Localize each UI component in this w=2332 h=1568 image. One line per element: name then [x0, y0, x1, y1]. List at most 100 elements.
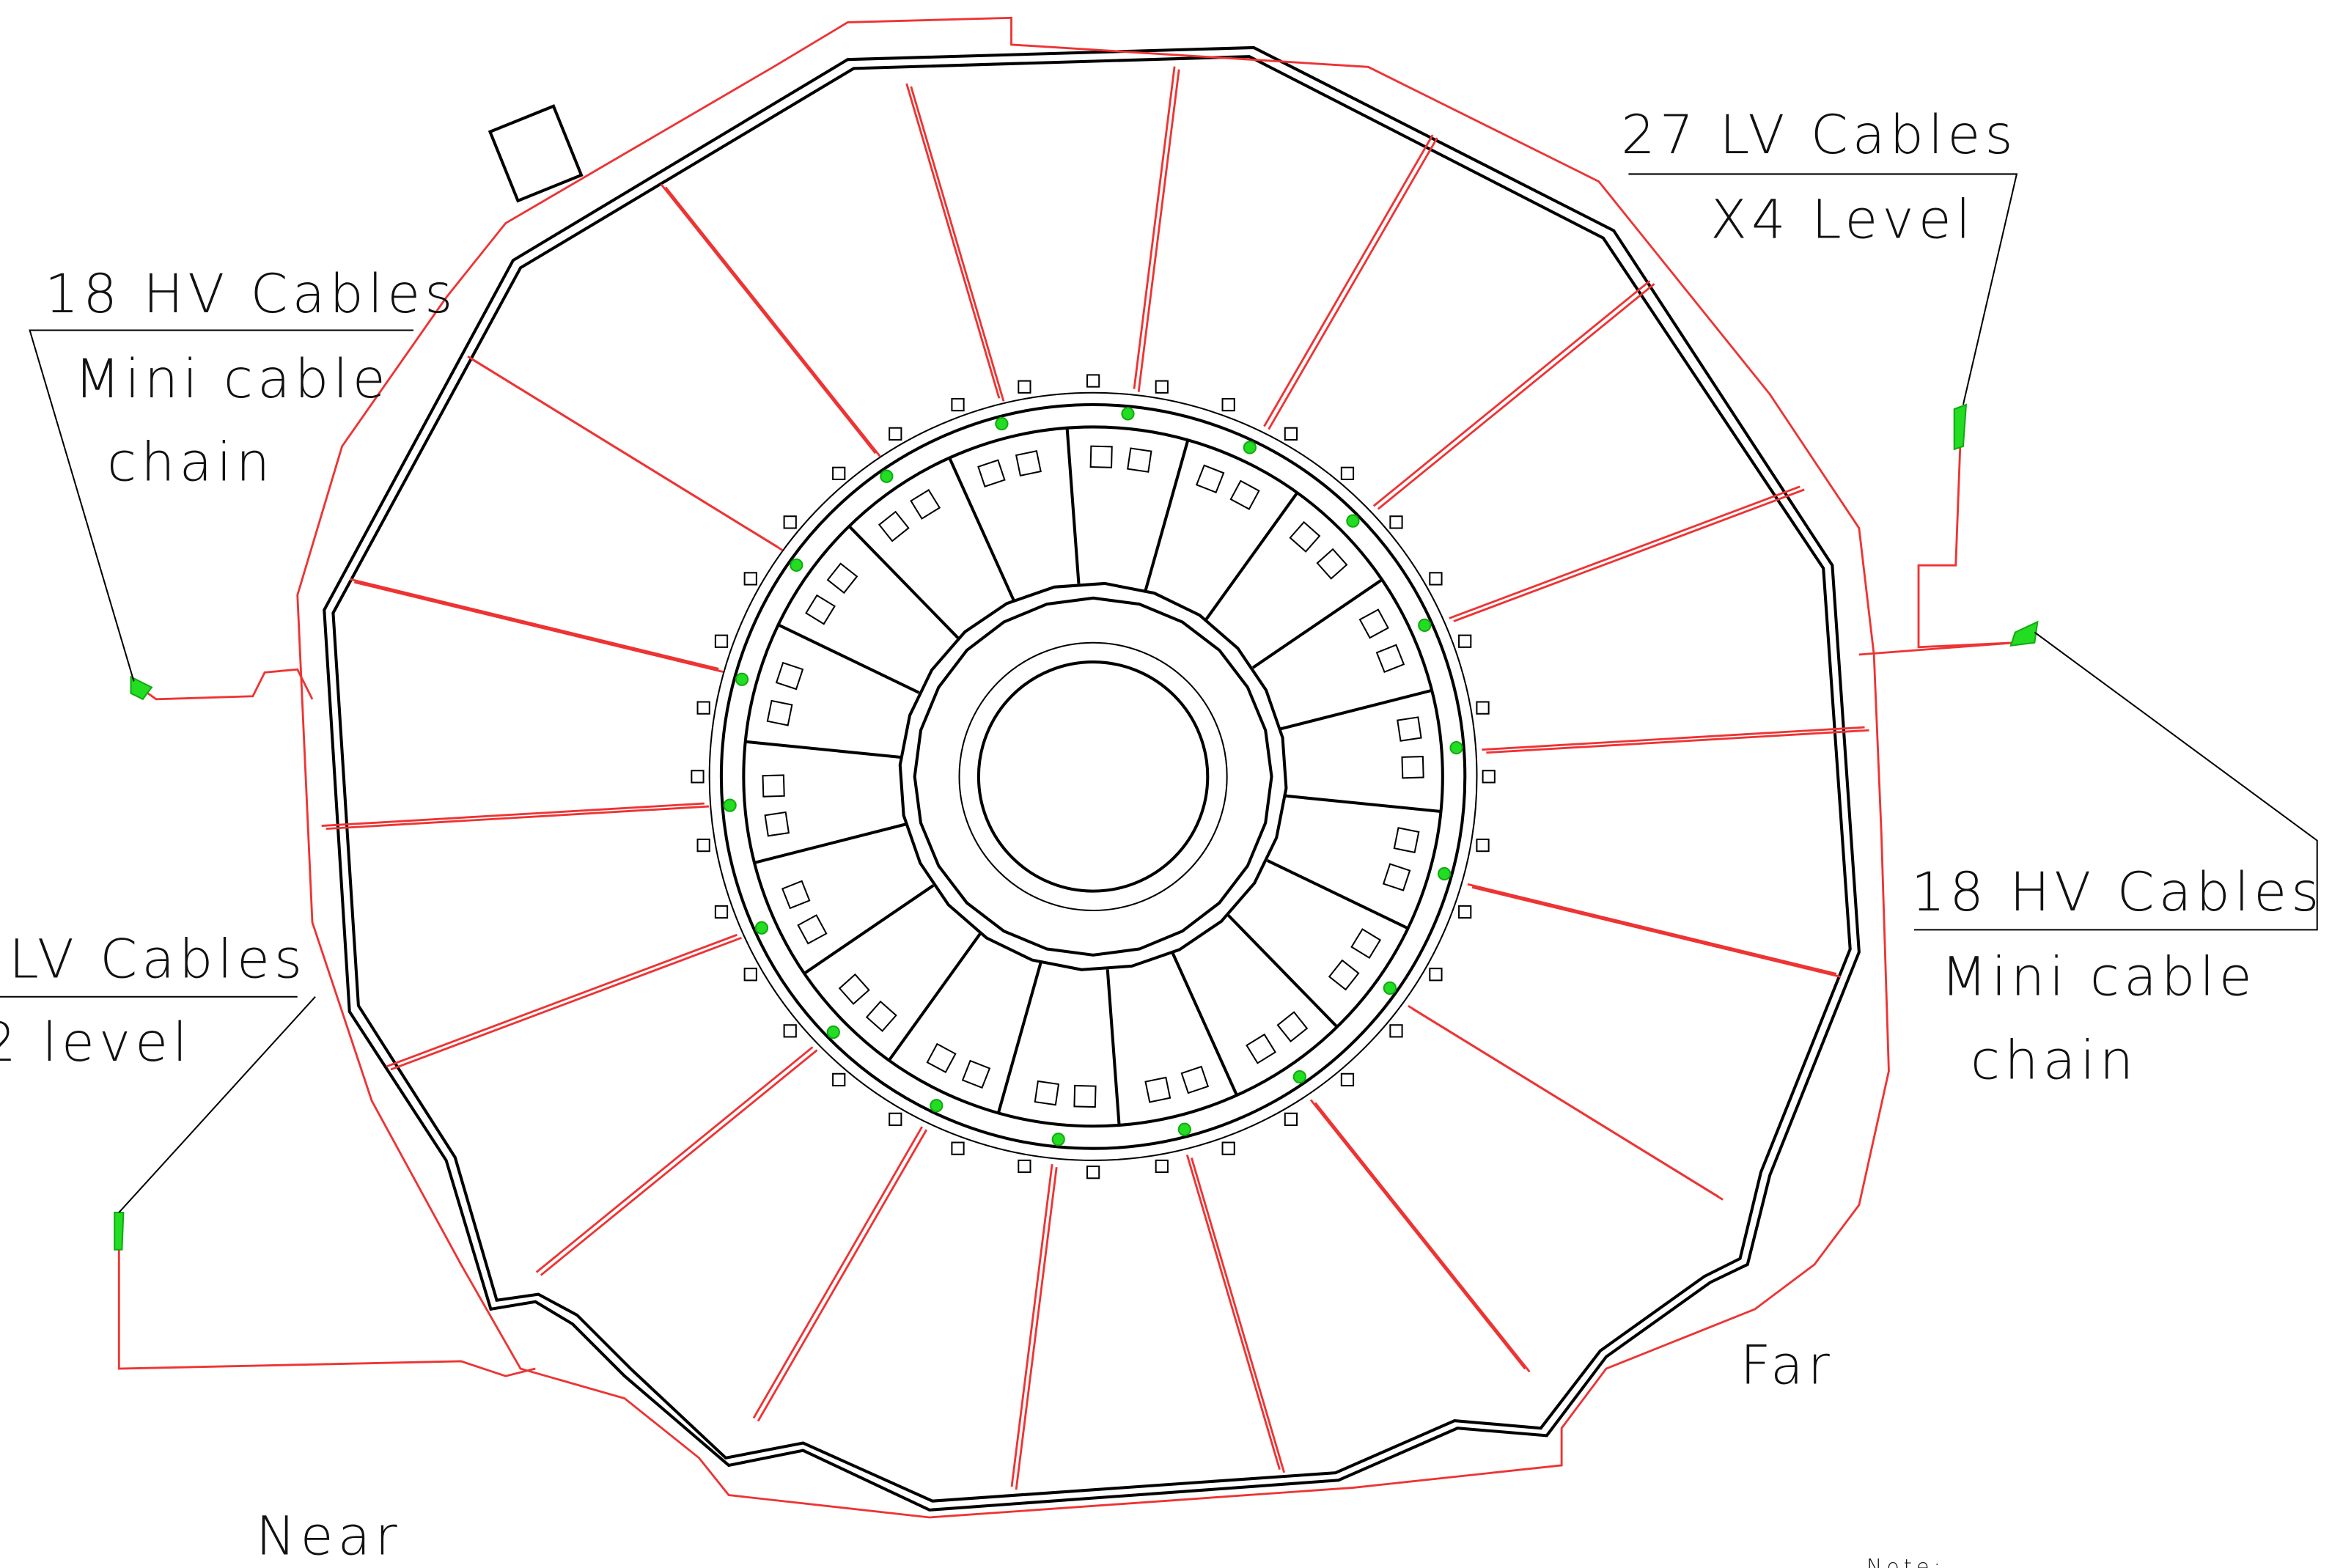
connector: [1121, 407, 1135, 421]
connector: [995, 416, 1009, 431]
geometry: [296, 16, 1890, 1519]
module: [1397, 716, 1422, 742]
cable-end: [1953, 403, 1968, 451]
cable-end: [130, 675, 153, 701]
label: chain: [1971, 1029, 2138, 1092]
module: [977, 459, 1006, 487]
leader: [29, 329, 413, 682]
side-label: Far: [1740, 1334, 1834, 1396]
radial-cable: [1263, 134, 1434, 427]
tab: [696, 701, 710, 715]
radial-cable: [535, 1046, 814, 1273]
label: 27 LV Cables: [1621, 104, 2017, 166]
radial-cable: [471, 358, 784, 551]
tab: [1086, 374, 1100, 388]
label: 18 HV Cables: [1911, 861, 2324, 924]
connector: [790, 558, 803, 572]
connector: [930, 1099, 944, 1113]
tab: [743, 968, 757, 982]
module: [805, 594, 836, 625]
tab: [889, 1112, 902, 1126]
leader: [1913, 631, 2318, 931]
radial-cable: [1412, 1008, 1724, 1201]
tab: [1389, 515, 1403, 529]
connector: [1449, 740, 1463, 755]
module: [1229, 479, 1260, 510]
tab: [1221, 1141, 1235, 1155]
tab: [889, 427, 902, 441]
radial-cable: [325, 805, 710, 831]
leader: [118, 996, 316, 1213]
connector: [880, 469, 894, 483]
tab: [1155, 380, 1169, 394]
radial-cable: [1471, 886, 1842, 978]
sector-divider: [1285, 794, 1441, 813]
module: [762, 774, 785, 798]
label: 2 level: [0, 1012, 192, 1074]
label: LV Cables: [9, 928, 306, 990]
tab: [1429, 968, 1443, 982]
radial-cable: [660, 183, 877, 454]
tab: [691, 770, 705, 784]
radial-cable: [905, 83, 1001, 399]
sector-divider: [948, 457, 1015, 601]
sector-divider: [1204, 492, 1299, 621]
tab: [696, 838, 710, 853]
module: [1276, 1011, 1309, 1043]
tab: [783, 515, 797, 529]
lv-cable-left: [117, 1234, 536, 1377]
connector: [1243, 441, 1257, 454]
module: [775, 661, 804, 691]
tab: [1482, 770, 1496, 784]
module: [1127, 447, 1152, 473]
sector-divider: [847, 525, 960, 639]
label: chain: [107, 431, 274, 493]
lv-cable-right: [1858, 446, 2015, 656]
sector-divider: [1280, 688, 1432, 731]
radial-cable: [1137, 69, 1180, 392]
radial-cable: [1309, 1099, 1526, 1370]
module: [1289, 520, 1321, 553]
radial-cable: [540, 1049, 818, 1276]
sector-divider: [1226, 913, 1339, 1028]
module: [1350, 928, 1382, 959]
module: [1393, 827, 1420, 853]
sector-divider: [1106, 969, 1121, 1126]
module: [1316, 548, 1348, 580]
sector-divider: [1251, 578, 1383, 669]
module: [910, 489, 941, 520]
module: [926, 1042, 957, 1074]
module: [1144, 1076, 1171, 1103]
module: [1034, 1080, 1060, 1106]
tab: [714, 905, 729, 919]
module: [1401, 756, 1424, 779]
tab: [1458, 905, 1472, 919]
radial-cable: [1377, 283, 1655, 510]
radial-cable: [349, 578, 719, 670]
module: [1015, 450, 1042, 477]
outer-frame-inner: [331, 55, 1852, 1503]
module: [1073, 1084, 1097, 1108]
leader: [1628, 173, 2018, 405]
tab: [1340, 1072, 1355, 1087]
connector: [1418, 618, 1432, 633]
hv-cable-left: [144, 668, 314, 701]
leaders: [0, 173, 2318, 1213]
radial-cable: [1449, 485, 1801, 619]
module: [1195, 464, 1225, 494]
label: Mini cable: [1941, 946, 2256, 1009]
tab: [1018, 1159, 1031, 1174]
radial-cable: [1453, 488, 1805, 622]
radial-cable: [1191, 1157, 1285, 1473]
inner-ring: [913, 596, 1273, 957]
tab: [1284, 1112, 1298, 1126]
module: [1375, 644, 1405, 674]
sector-ring: [719, 402, 1467, 1150]
radial-cable: [664, 186, 881, 457]
radial-cable: [1372, 280, 1651, 507]
module: [1180, 1065, 1210, 1094]
connector: [1437, 866, 1452, 881]
sector-divider: [1065, 427, 1081, 584]
tab: [1155, 1159, 1169, 1174]
